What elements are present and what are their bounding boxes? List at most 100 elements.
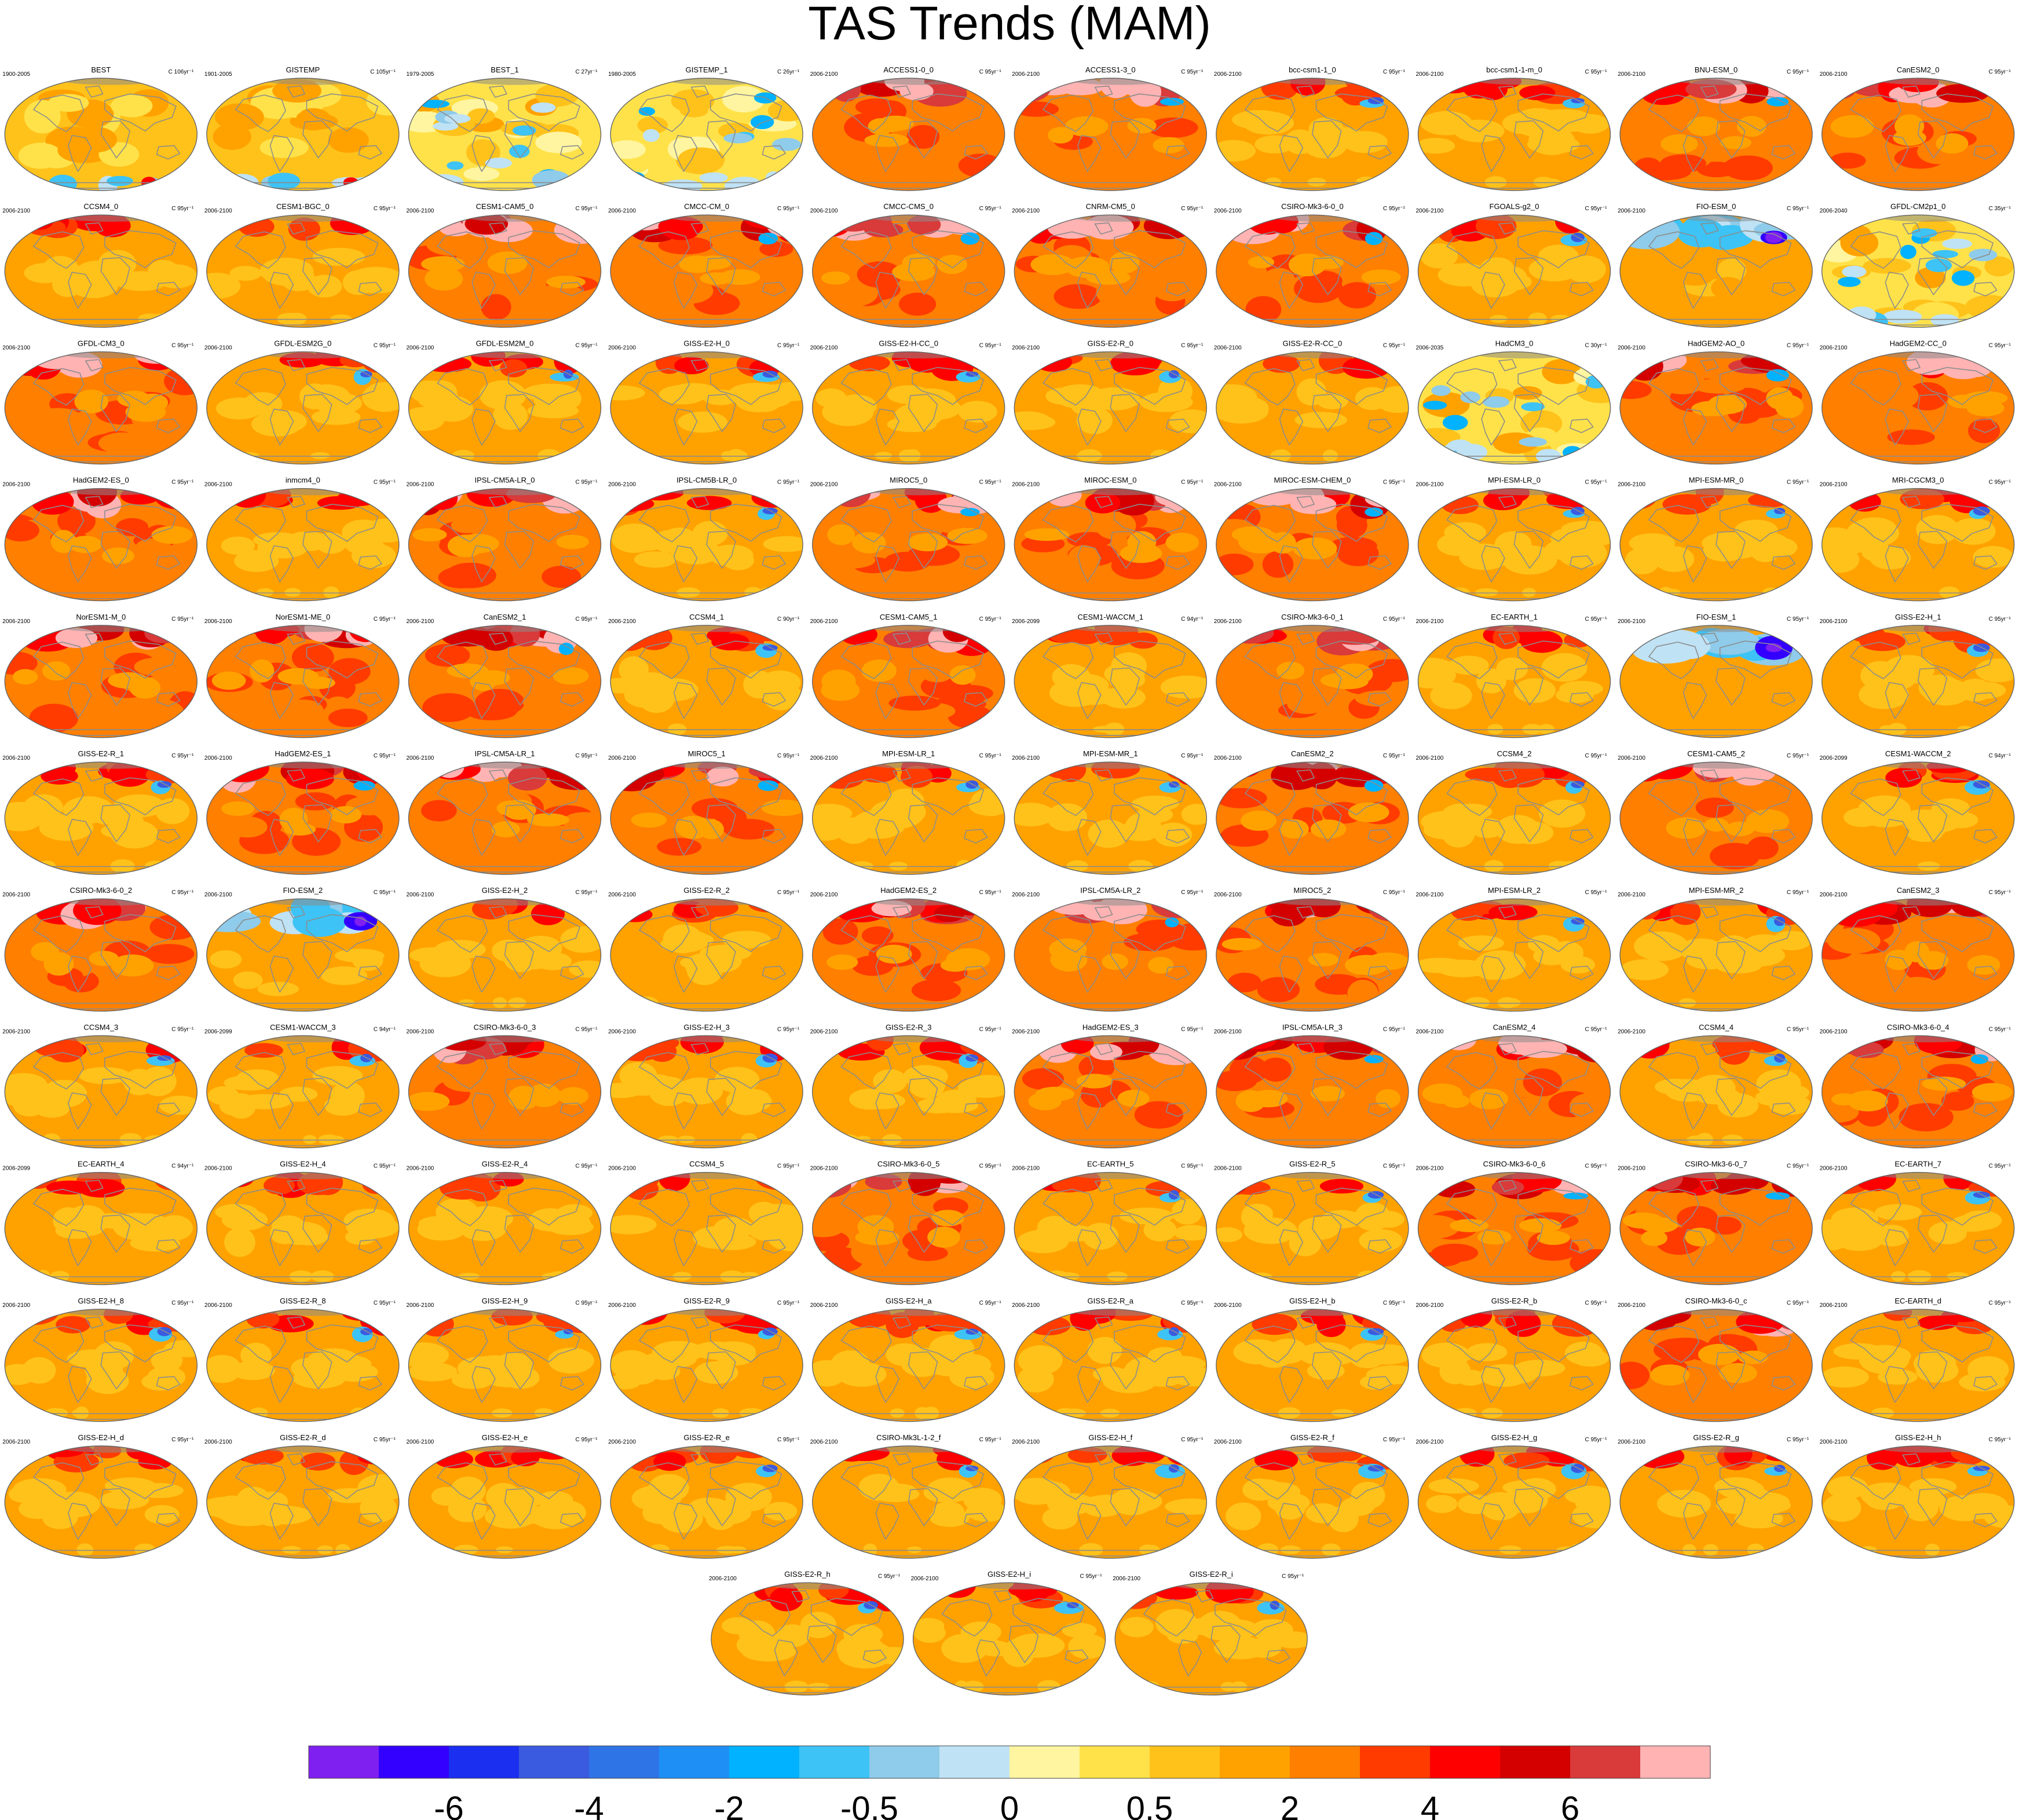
panel-title: HadGEM2-CC_0 [1890, 339, 1947, 347]
panel-title: CCSM4_2 [1497, 749, 1532, 758]
panel-units: C 95yr⁻¹ [1383, 1163, 1406, 1170]
panel-period: 2006-2100 [1214, 755, 1242, 761]
map-panel-ec-earth-d: EC-EARTH_d 2006-2100 C 95yr⁻¹ [1820, 1297, 2015, 1422]
map-panel-giss-e2-r-2: GISS-E2-R_2 2006-2100 C 95yr⁻¹ [608, 886, 803, 1012]
panel-title: GISS-E2-H_4 [280, 1160, 325, 1169]
panel-units: C 95yr⁻¹ [1585, 616, 1607, 622]
panel-units: C 95yr⁻¹ [979, 1300, 1002, 1306]
panel-title: bcc-csm1-1-m_0 [1486, 65, 1542, 74]
colorbar-bin [1220, 1746, 1290, 1778]
panel-period: 2006-2100 [1416, 1302, 1444, 1309]
panel-period: 2006-2099 [1012, 618, 1040, 625]
panel-title: CSIRO-Mk3L-1-2_f [876, 1433, 941, 1442]
map-panel-gistemp: GISTEMP 1901-2005 C 105yr⁻¹ [204, 65, 400, 191]
panel-units: C 95yr⁻¹ [1585, 1300, 1607, 1306]
map-panel-gfdl-cm3-0: GFDL-CM3_0 2006-2100 C 95yr⁻¹ [2, 339, 198, 465]
map-panel-giss-e2-h-g: GISS-E2-H_g 2006-2100 C 95yr⁻¹ [1416, 1433, 1611, 1559]
colorbar-tick-label: -0.5 [840, 1790, 898, 1820]
map-panel-giss-e2-h-cc-0: GISS-E2-H-CC_0 2006-2100 C 95yr⁻¹ [810, 339, 1005, 465]
panel-title: HadGEM2-AO_0 [1688, 339, 1744, 347]
panel-period: 2006-2100 [2, 1028, 30, 1035]
colorbar-bin [1290, 1746, 1360, 1778]
panel-period: 2006-2100 [1214, 482, 1242, 488]
panel-units: C 95yr⁻¹ [575, 1163, 598, 1170]
map-panel-hadgem2-ao-0: HadGEM2-AO_0 2006-2100 C 95yr⁻¹ [1618, 339, 1813, 465]
map-panel-giss-e2-h-h: GISS-E2-H_h 2006-2100 C 95yr⁻¹ [1820, 1433, 2015, 1559]
panel-title: CESM1-WACCM_1 [1077, 613, 1143, 621]
panel-period: 2006-2100 [204, 208, 232, 214]
map-panel-giss-e2-r-1: GISS-E2-R_1 2006-2100 C 95yr⁻¹ [2, 749, 198, 875]
panel-units: C 95yr⁻¹ [1383, 1300, 1406, 1306]
panel-title: MPI-ESM-MR_0 [1689, 476, 1744, 485]
colorbar-bin [729, 1746, 800, 1778]
map-panel-mpi-esm-lr-2: MPI-ESM-LR_2 2006-2100 C 95yr⁻¹ [1416, 886, 1611, 1012]
panel-period: 2006-2100 [1618, 755, 1645, 761]
map-panel-giss-e2-r-9: GISS-E2-R_9 2006-2100 C 95yr⁻¹ [608, 1297, 803, 1422]
panel-title: GISS-E2-H_b [1289, 1297, 1335, 1305]
map-panel-bcc-csm1-1-m-0: bcc-csm1-1-m_0 2006-2100 C 95yr⁻¹ [1416, 65, 1611, 191]
map-panel-best-1: BEST_1 1979-2005 C 27yr⁻¹ [407, 65, 602, 191]
panel-units: C 95yr⁻¹ [374, 616, 396, 622]
map-panel-giss-e2-r-cc-0: GISS-E2-R-CC_0 2006-2100 C 95yr⁻¹ [1214, 339, 1409, 465]
panel-period: 2006-2100 [2, 208, 30, 214]
panel-title: NorESM1-ME_0 [276, 613, 331, 621]
map-panel-ipsl-cm5a-lr-2: IPSL-CM5A-LR_2 2006-2100 C 95yr⁻¹ [1012, 886, 1208, 1012]
map-panel-miroc5-1: MIROC5_1 2006-2100 C 95yr⁻¹ [608, 749, 803, 875]
panel-period: 2006-2100 [2, 482, 30, 488]
panel-units: C 95yr⁻¹ [171, 616, 194, 622]
panel-units: C 95yr⁻¹ [878, 1573, 901, 1580]
map-panel-ec-earth-7: EC-EARTH_7 2006-2100 C 95yr⁻¹ [1820, 1160, 2015, 1286]
panel-units: C 95yr⁻¹ [575, 1437, 598, 1443]
panel-units: C 95yr⁻¹ [374, 206, 396, 212]
map-panel-giss-e2-r-0: GISS-E2-R_0 2006-2100 C 95yr⁻¹ [1012, 339, 1208, 465]
panel-period: 1901-2005 [204, 71, 232, 78]
panel-units: C 95yr⁻¹ [1989, 1026, 2011, 1032]
panel-units: C 95yr⁻¹ [777, 753, 800, 759]
panel-title: HadCM3_0 [1495, 339, 1534, 347]
colorbar-bin [449, 1746, 520, 1778]
map-panel-ipsl-cm5a-lr-1: IPSL-CM5A-LR_1 2006-2100 C 95yr⁻¹ [407, 749, 602, 875]
panel-units: C 95yr⁻¹ [171, 479, 194, 486]
panel-title: GFDL-CM3_0 [78, 339, 125, 347]
map-panel-mpi-esm-mr-0: MPI-ESM-MR_0 2006-2100 C 95yr⁻¹ [1618, 476, 1813, 602]
panel-period: 2006-2100 [407, 892, 434, 898]
panel-title: HadGEM2-ES_0 [73, 476, 129, 485]
panel-units: C 95yr⁻¹ [979, 1026, 1002, 1032]
panel-units: C 94yr⁻¹ [1181, 616, 1204, 622]
panel-units: C 95yr⁻¹ [777, 1437, 800, 1443]
panel-period: 2006-2100 [1214, 208, 1242, 214]
panel-period: 2006-2100 [1820, 1166, 1848, 1172]
panel-period: 2006-2100 [2, 892, 30, 898]
panel-period: 2006-2100 [810, 71, 838, 78]
panel-units: C 95yr⁻¹ [1989, 1300, 2011, 1306]
panel-title: CESM1-CAM5_1 [880, 613, 938, 621]
panel-period: 2006-2100 [1618, 1166, 1645, 1172]
map-panel-bnu-esm-0: BNU-ESM_0 2006-2100 C 95yr⁻¹ [1618, 65, 1813, 191]
panel-units: C 95yr⁻¹ [1787, 479, 1809, 486]
map-panel-giss-e2-r-5: GISS-E2-R_5 2006-2100 C 95yr⁻¹ [1214, 1160, 1409, 1286]
panel-title: MIROC-ESM-CHEM_0 [1274, 476, 1351, 485]
map-panel-best: BEST 1900-2005 C 106yr⁻¹ [2, 65, 198, 191]
panel-units: C 95yr⁻¹ [1383, 342, 1406, 349]
panel-units: C 95yr⁻¹ [1383, 69, 1406, 75]
panel-period: 2006-2100 [204, 345, 232, 351]
panel-period: 2006-2100 [1012, 1028, 1040, 1035]
panel-title: GISS-E2-H_e [482, 1433, 528, 1442]
panel-title: GFDL-CM2p1_0 [1890, 202, 1945, 211]
panel-title: CSIRO-Mk3-6-0_5 [877, 1160, 940, 1169]
panel-units: C 94yr⁻¹ [171, 1163, 194, 1170]
panel-title: GISS-E2-R_8 [280, 1297, 325, 1305]
panel-period: 2006-2100 [1820, 1028, 1848, 1035]
map-panel-miroc5-2: MIROC5_2 2006-2100 C 95yr⁻¹ [1214, 886, 1409, 1012]
map-panels: BEST 1900-2005 C 106yr⁻¹ GISTEMP 1901-2005 C … [2, 65, 2015, 1696]
panel-period: 2006-2100 [810, 755, 838, 761]
panel-title: GISS-E2-H_h [1895, 1433, 1941, 1442]
panel-period: 2006-2100 [1214, 345, 1242, 351]
panel-title: CMCC-CM_0 [684, 202, 729, 211]
panel-units: C 95yr⁻¹ [1181, 342, 1204, 349]
panel-title: MPI-ESM-LR_0 [1488, 476, 1541, 485]
panel-title: GISS-E2-R_e [683, 1433, 729, 1442]
map-panel-canesm2-4: CanESM2_4 2006-2100 C 95yr⁻¹ [1416, 1023, 1611, 1149]
panel-period: 2006-2100 [1214, 1166, 1242, 1172]
panel-title: EC-EARTH_7 [1894, 1160, 1941, 1169]
